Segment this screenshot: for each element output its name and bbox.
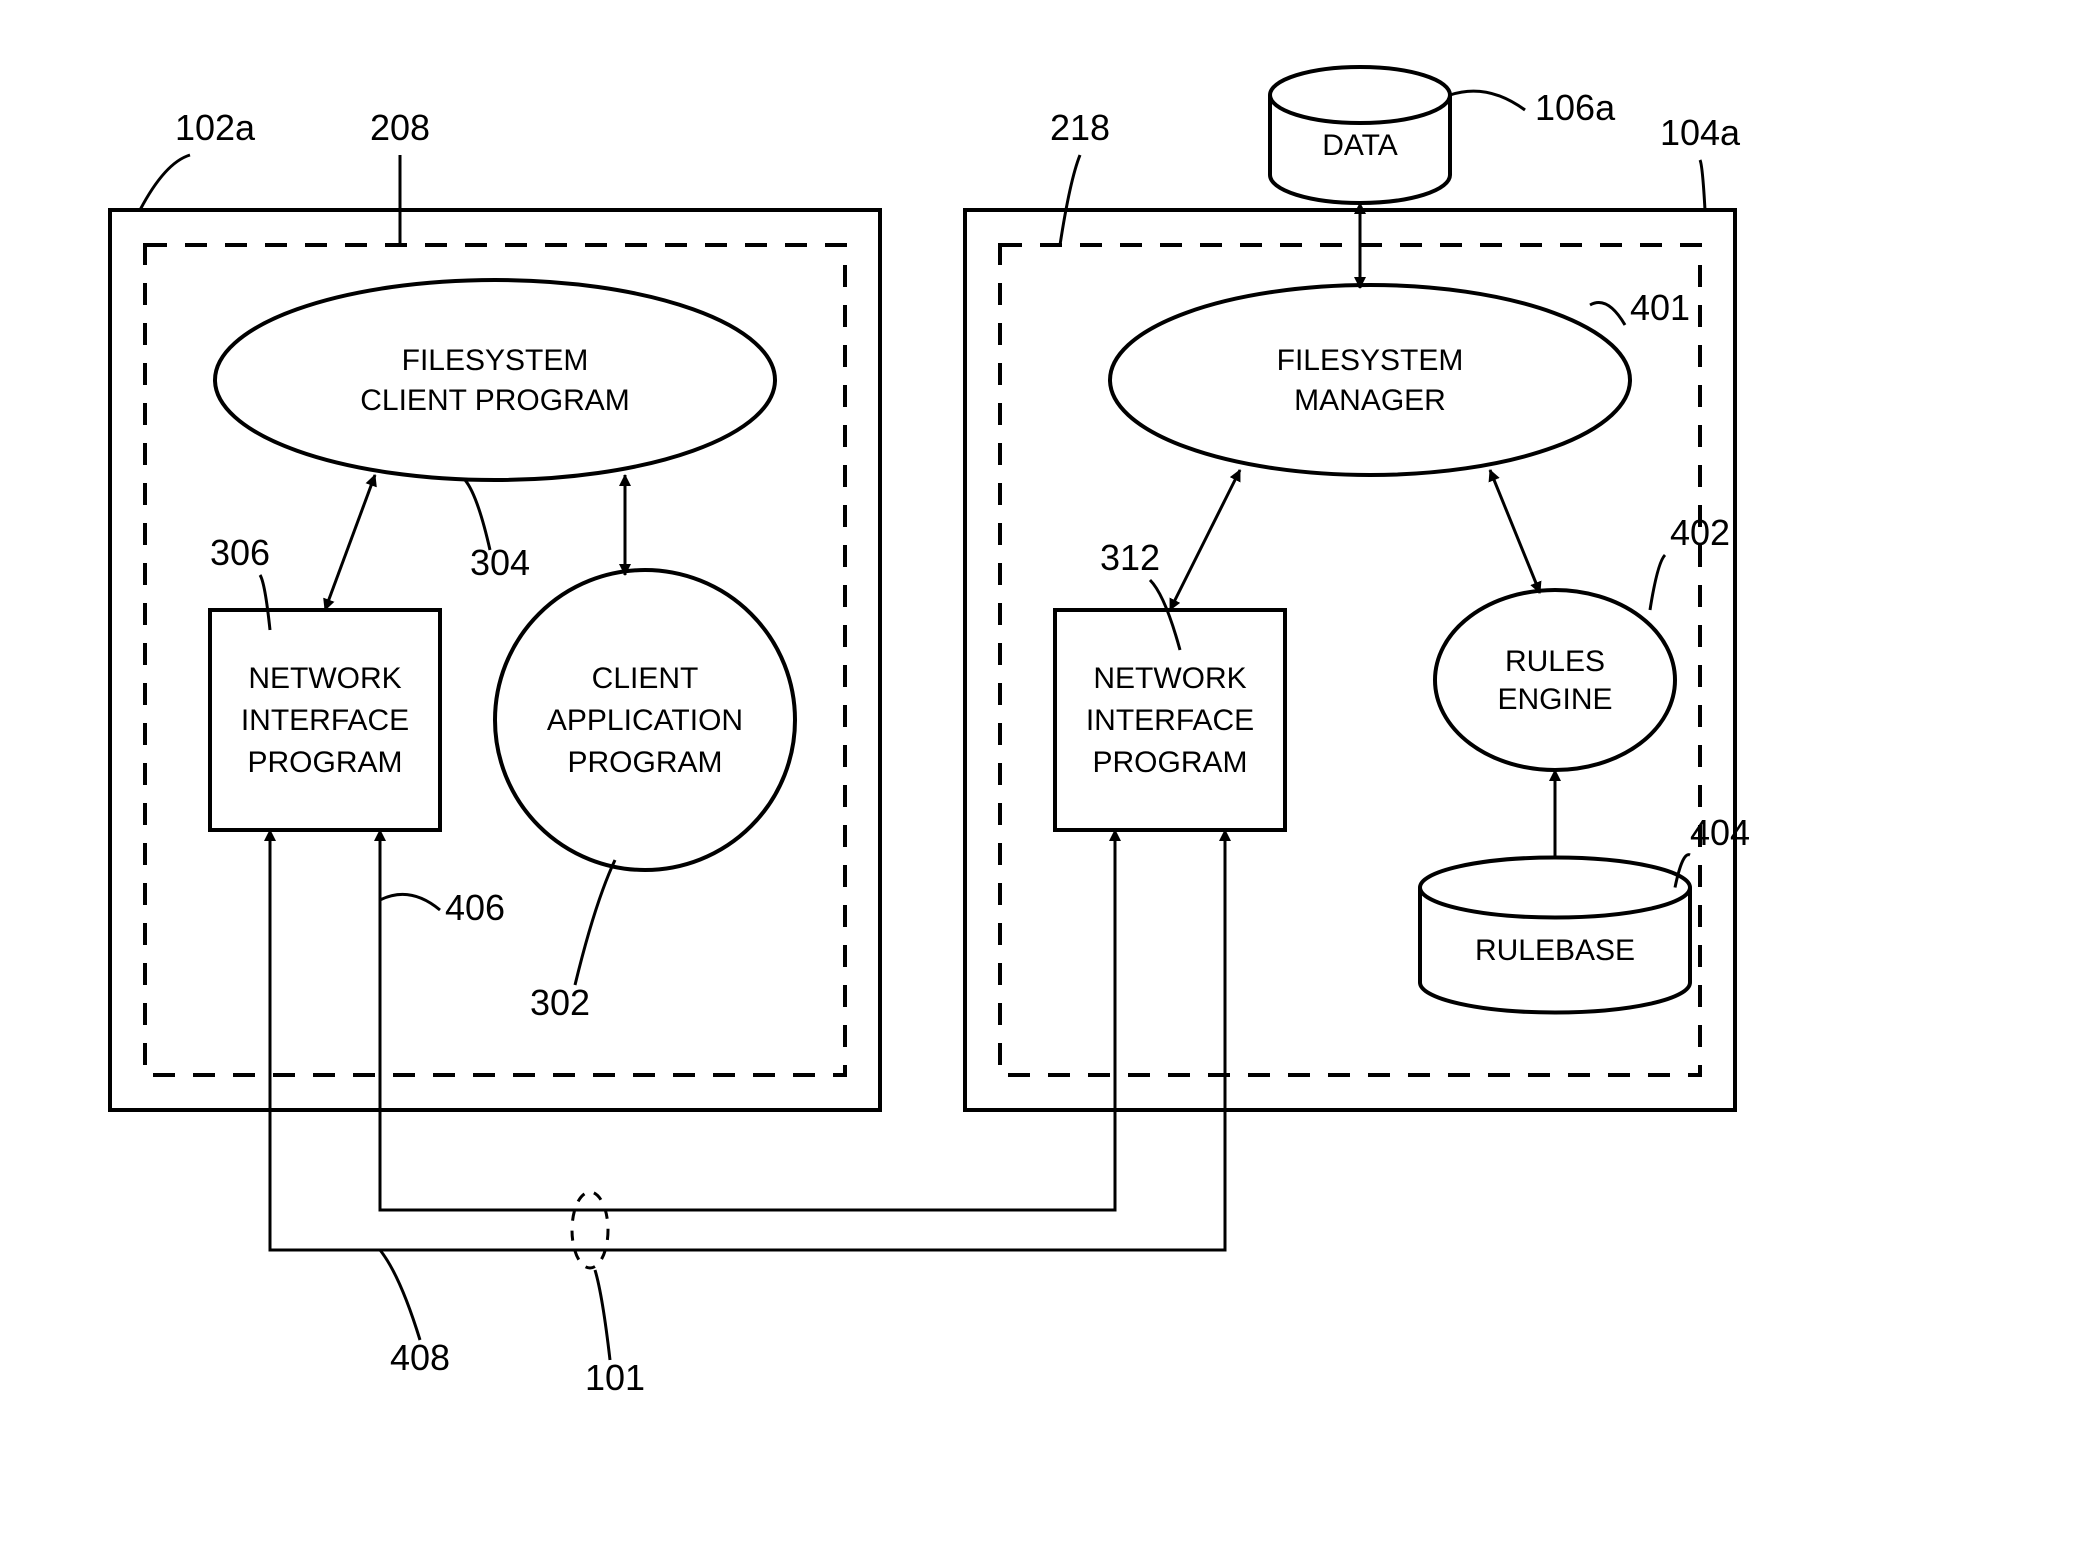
filesystem-manager-ellipse [1110,285,1630,475]
ref-102a: 102a [175,107,256,148]
edge-manager-nip [1170,470,1240,610]
leader-102a [140,155,190,210]
edge-manager-rules [1490,470,1540,593]
rulebase-cylinder-top [1420,858,1690,918]
leader-302 [575,860,615,985]
leader-306 [260,575,270,630]
data-cylinder-top [1270,67,1450,123]
leader-304 [465,480,490,550]
client-application-label: CLIENTAPPLICATIONPROGRAM [547,662,743,779]
ref-106a: 106a [1535,87,1616,128]
data-cylinder-bottom [1270,175,1450,203]
ref-312: 312 [1100,537,1160,578]
leader-401 [1590,303,1625,326]
bus-marker-101 [572,1192,608,1268]
edge-network-408 [270,830,1225,1250]
ref-404: 404 [1690,812,1750,853]
rules-engine-ellipse [1435,590,1675,770]
ref-208: 208 [370,107,430,148]
ref-402: 402 [1670,512,1730,553]
ref-306: 306 [210,532,270,573]
ref-304: 304 [470,542,530,583]
leader-312 [1150,580,1180,650]
leader-101 [595,1270,610,1360]
ref-408: 408 [390,1337,450,1378]
ref-104a: 104a [1660,112,1741,153]
rulebase-label: RULEBASE [1475,934,1635,967]
ref-101: 101 [585,1357,645,1398]
filesystem-client-ellipse [215,280,775,480]
leader-106a [1450,91,1525,110]
data-label: DATA [1322,129,1398,162]
filesystem-manager-label: FILESYSTEMMANAGER [1277,344,1464,417]
leader-406 [380,894,440,910]
client-network-interface-label: NETWORKINTERFACEPROGRAM [241,662,409,779]
rules-engine-label: RULESENGINE [1497,645,1612,716]
leader-218 [1060,155,1080,245]
server-network-interface-label: NETWORKINTERFACEPROGRAM [1086,662,1254,779]
rulebase-cylinder-bottom [1420,983,1690,1013]
edge-fsclient-nip [325,475,375,610]
leader-408 [380,1250,420,1340]
ref-406: 406 [445,887,505,928]
ref-218: 218 [1050,107,1110,148]
ref-302: 302 [530,982,590,1023]
ref-401: 401 [1630,287,1690,328]
leader-104a [1700,160,1705,210]
filesystem-client-label: FILESYSTEMCLIENT PROGRAM [360,344,630,417]
leader-402 [1650,555,1665,610]
